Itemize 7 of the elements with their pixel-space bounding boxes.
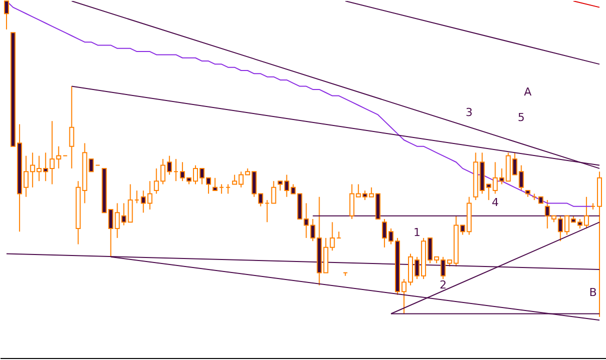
annotation: 1 xyxy=(414,226,421,240)
annotation: 4 xyxy=(492,196,499,210)
annotation: 5 xyxy=(518,110,525,124)
annotation: 3 xyxy=(466,106,473,120)
annotation: 2 xyxy=(440,278,447,292)
annotation: B xyxy=(589,286,597,300)
annotation: A xyxy=(524,86,532,99)
